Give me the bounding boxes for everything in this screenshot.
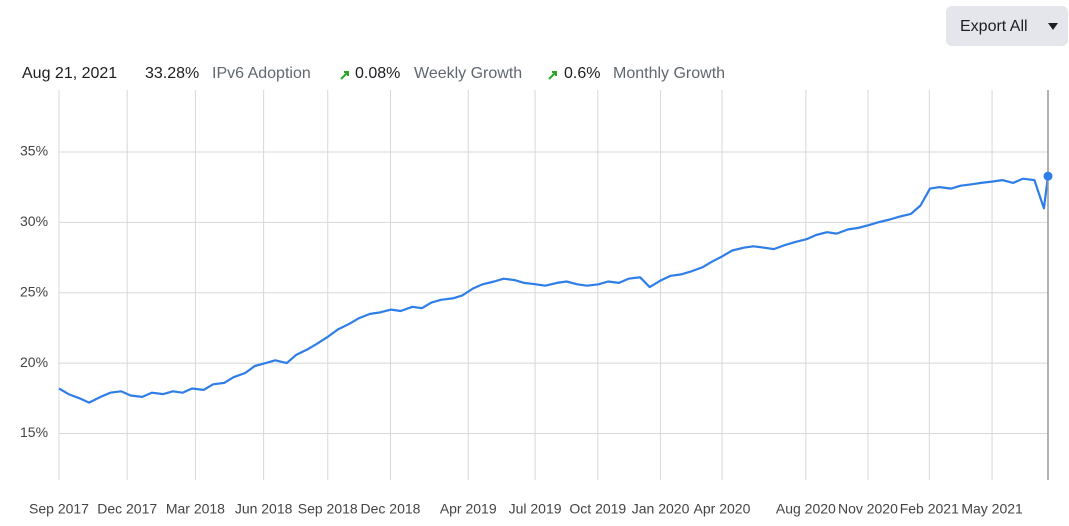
series-line (58, 176, 1050, 404)
y-tick-label: 15% (20, 424, 48, 440)
weekly-label: Weekly Growth (414, 65, 522, 82)
x-tick-label: Dec 2017 (97, 501, 157, 517)
x-tick-label: Sep 2017 (29, 501, 89, 517)
monthly-label: Monthly Growth (613, 65, 725, 82)
adoption-value: 33.28% (145, 65, 199, 82)
monthly-value: 0.6% (564, 65, 600, 82)
x-tick-label: Jan 2020 (632, 501, 690, 517)
caret-icon[interactable] (1048, 23, 1058, 30)
x-tick-label: Apr 2019 (440, 501, 497, 517)
x-tick-label: Jul 2019 (509, 501, 562, 517)
x-tick-label: Jun 2018 (235, 501, 293, 517)
export-label[interactable]: Export All (960, 18, 1028, 35)
x-tick-label: Sep 2018 (298, 501, 358, 517)
x-tick-label: Feb 2021 (900, 501, 959, 517)
hover-point (1043, 171, 1053, 181)
summary-date: Aug 21, 2021 (22, 65, 117, 82)
x-tick-label: Mar 2018 (166, 501, 225, 517)
growth-icon (548, 71, 557, 80)
x-tick-label: Dec 2018 (361, 501, 421, 517)
x-tick-label: Oct 2019 (569, 501, 626, 517)
y-tick-label: 30% (20, 213, 48, 229)
y-tick-label: 35% (20, 143, 48, 159)
y-tick-label: 25% (20, 283, 48, 299)
x-tick-label: Nov 2020 (838, 501, 898, 517)
x-tick-label: Aug 2020 (776, 501, 836, 517)
export-button[interactable] (946, 6, 1068, 46)
x-tick-label: Apr 2020 (694, 501, 751, 517)
y-tick-label: 20% (20, 354, 48, 370)
weekly-value: 0.08% (355, 65, 400, 82)
x-tick-label: May 2021 (961, 501, 1023, 517)
adoption-label: IPv6 Adoption (212, 65, 311, 82)
growth-icon (340, 71, 349, 80)
